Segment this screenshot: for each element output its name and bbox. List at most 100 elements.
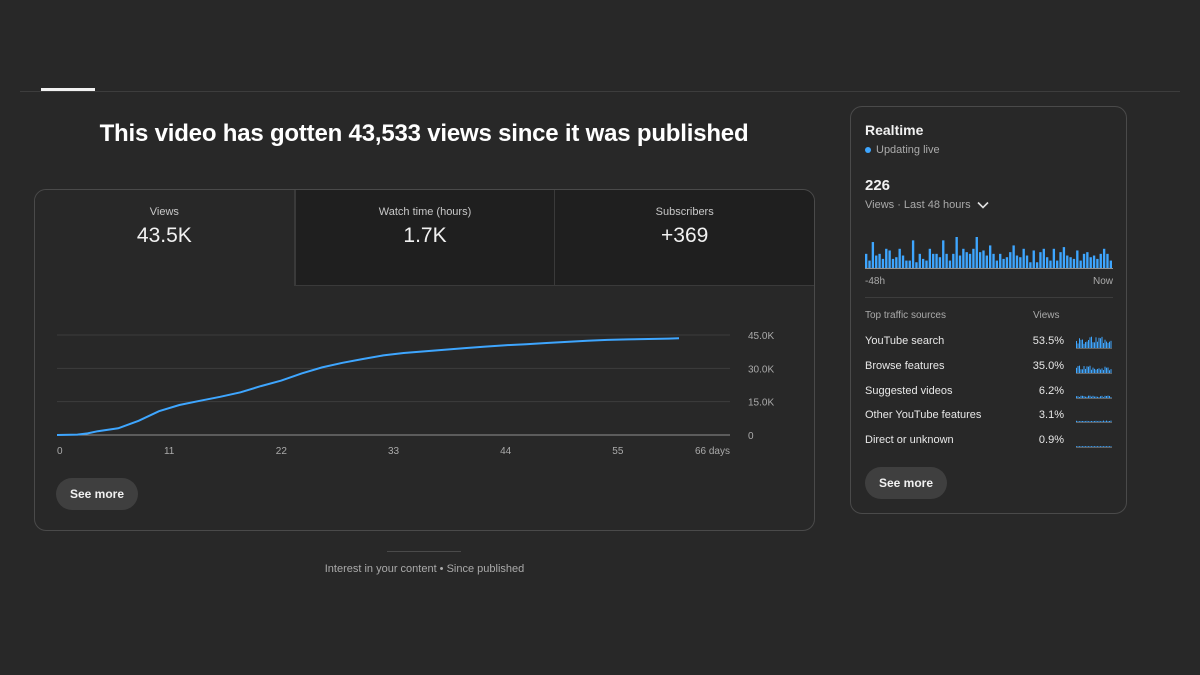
traffic-source-pct: 3.1% (1038, 409, 1064, 422)
traffic-source-row: Browse features 35.0% (865, 358, 1113, 383)
tab-subscribers[interactable]: Subscribers +369 (554, 190, 814, 286)
sparkline-bar (1079, 421, 1080, 423)
realtime-bar (1029, 262, 1032, 269)
traffic-source-row: YouTube search 53.5% (865, 333, 1113, 358)
realtime-bar (1106, 253, 1109, 269)
traffic-source-row: Suggested videos 6.2% (865, 383, 1113, 408)
sparkline-bar (1098, 368, 1100, 373)
sparkline-bar (1082, 369, 1083, 373)
sparkline-bar (1095, 396, 1097, 398)
realtime-bar (932, 253, 935, 269)
sparkline-bar (1104, 395, 1106, 398)
sparkline-bar (1101, 446, 1103, 448)
realtime-bar (992, 253, 995, 269)
realtime-bar (975, 237, 978, 269)
metric-label: Watch time (hours) (378, 206, 472, 218)
sparkline-bar (1091, 336, 1092, 348)
metric-tabs: Views 43.5K Watch time (hours) 1.7K Subs… (35, 190, 814, 286)
sparkline-bar (1103, 420, 1104, 423)
sparkline-bar (1110, 396, 1112, 398)
period-label: Views · Last 48 hours (865, 199, 971, 211)
metric-value: 1.7K (403, 224, 447, 247)
sparkline-bar (1095, 369, 1097, 373)
sparkline-bar (1086, 341, 1088, 348)
sparkline-bar (1092, 421, 1094, 423)
traffic-source-name: Browse features (865, 359, 945, 372)
realtime-bar (891, 258, 895, 269)
realtime-bar (1032, 250, 1035, 269)
realtime-bar (1096, 258, 1099, 269)
tab-watch-time[interactable]: Watch time (hours) 1.7K (294, 190, 555, 286)
sparkline-bar (1092, 367, 1094, 373)
sparkline-bar (1082, 395, 1083, 398)
sparkline-bar (1080, 446, 1082, 448)
realtime-bar (985, 255, 988, 269)
sparkline-bar (1109, 421, 1110, 423)
sparkline-bar (1103, 396, 1104, 398)
realtime-bar (871, 242, 875, 269)
sparkline-bar (1089, 365, 1091, 373)
sparkline-bar (1109, 341, 1110, 348)
sparkline-bar (1076, 340, 1077, 348)
sparkline-bar (1076, 446, 1077, 448)
realtime-bar (1035, 262, 1039, 269)
realtime-bar (908, 260, 911, 269)
y-tick-label: 0 (748, 431, 754, 442)
sparkline-bar (1079, 365, 1080, 373)
realtime-bar (1052, 248, 1056, 269)
sparkline-bar (1083, 421, 1085, 423)
realtime-bar (1066, 255, 1069, 269)
sparkline-bar (1106, 341, 1107, 348)
sparkline-bar (1094, 421, 1095, 423)
traffic-source-pct: 6.2% (1038, 384, 1064, 397)
sparkline-bar (1086, 421, 1088, 423)
sparkline-bar (1092, 395, 1094, 398)
realtime-bar (868, 260, 871, 269)
traffic-header: Top traffic sources Views (865, 310, 1113, 321)
realtime-see-more-button[interactable]: See more (865, 467, 948, 499)
sparkline-bar (1097, 446, 1098, 448)
sparkline-bar (1106, 395, 1107, 398)
see-more-button[interactable]: See more (56, 478, 139, 510)
traffic-source-name: Direct or unknown (865, 434, 954, 447)
period-dropdown[interactable]: Views · Last 48 hours (865, 199, 989, 211)
sparkline-bar (1076, 395, 1077, 398)
realtime-bar (1059, 252, 1062, 269)
sparkline-bar (1086, 396, 1088, 398)
realtime-bar (1079, 260, 1082, 269)
sparkline-bar (1077, 446, 1079, 448)
realtime-bar (928, 248, 932, 269)
realtime-bar (878, 253, 881, 269)
sparkline-bar (1110, 368, 1112, 373)
sparkline-bar (1109, 446, 1110, 448)
sparkline-bar (1095, 421, 1097, 423)
traffic-source-pct: 35.0% (1032, 359, 1064, 372)
realtime-bar (989, 245, 992, 269)
traffic-sparkline (1076, 365, 1112, 374)
realtime-bar (1069, 257, 1072, 269)
realtime-bar (901, 255, 905, 269)
realtime-bar (972, 248, 975, 269)
realtime-divider (865, 297, 1113, 298)
page-title: This video has gotten 43,533 views since… (99, 120, 749, 147)
realtime-bar (952, 253, 955, 269)
live-dot-icon (865, 147, 871, 153)
realtime-bar (911, 240, 915, 269)
realtime-bar (1086, 252, 1089, 269)
realtime-card: Realtime Updating live 226 Views · Last … (850, 106, 1127, 514)
sparkline-bar (1089, 337, 1091, 348)
tab-views[interactable]: Views 43.5K (35, 190, 295, 286)
sparkline-bar (1110, 340, 1112, 348)
sparkline-bar (1083, 365, 1085, 373)
realtime-bar (865, 253, 868, 269)
realtime-view-count: 226 (865, 177, 891, 194)
realtime-axis: -48h Now (865, 276, 1113, 287)
realtime-bar (999, 253, 1002, 269)
realtime-bar (1019, 257, 1022, 269)
sparkline-bar (1080, 395, 1082, 398)
sparkline-bar (1106, 367, 1107, 373)
y-tick-label: 15.0K (748, 398, 774, 409)
sparkline-bar (1100, 338, 1101, 348)
traffic-source-name: Other YouTube features (865, 409, 982, 422)
realtime-bar (958, 255, 962, 269)
